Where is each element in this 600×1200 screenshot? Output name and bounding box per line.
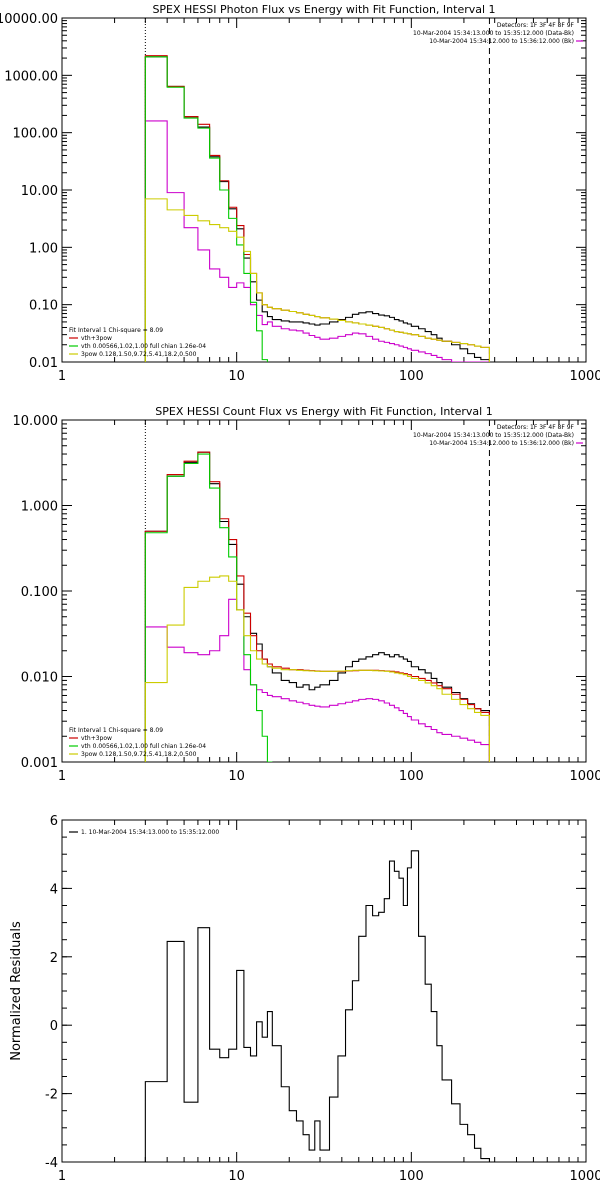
x-tick-label: 1000 [569, 369, 600, 384]
x-tick-label: 100 [399, 1169, 424, 1184]
y-tick-label: 4 [50, 882, 58, 897]
y-tick-label: 6 [50, 814, 58, 829]
legend-label: 1. 10-Mar-2004 15:34:13.000 to 15:35:12.… [81, 829, 219, 836]
plot-frame [61, 419, 587, 763]
info-text: 10-Mar-2004 15:34:13.000 to 15:35:12.000… [413, 432, 574, 439]
y-axis-label: Normalized Residuals [9, 921, 24, 1061]
x-tick-label: 1 [58, 369, 66, 384]
y-tick-label: 10.000 [13, 414, 59, 429]
y-tick-label: 1.000 [21, 500, 58, 515]
plot-frame [61, 17, 587, 363]
series-line-3pow [144, 198, 490, 362]
chart-title: SPEX HESSI Count Flux vs Energy with Fit… [155, 405, 492, 418]
y-tick-label: 0 [50, 1019, 58, 1034]
y-tick-label: -2 [45, 1088, 58, 1103]
legend-label: Fit Interval 1 Chi-square = 8.09 [69, 727, 163, 734]
chart-panel-1: SPEX HESSI Photon Flux vs Energy with Fi… [0, 3, 600, 384]
legend-label: vth+3pow [81, 335, 112, 342]
x-tick-label: 1000 [569, 769, 600, 784]
chart-panel-2: SPEX HESSI Count Flux vs Energy with Fit… [13, 405, 600, 784]
x-tick-label: 1 [58, 769, 66, 784]
legend-label: vth 0.00566,1.02,1.00 full chian 1.26e-0… [81, 743, 206, 750]
chart-panel-3: 1 10 100 1000 -4 -2 0 2 4 6 Normalized Residuals 1.… [9, 814, 600, 1184]
plot-frame [61, 819, 587, 1163]
y-tick-label: 100.00 [13, 127, 59, 142]
series-line-1-10-mar-2004-15-34-13-000-to-15-35-12-000 [144, 850, 490, 1162]
plot-area [144, 55, 490, 362]
info-text: Detectors: 1F 3F 4F 8F 9F [497, 22, 575, 29]
plot-area [144, 850, 490, 1162]
series-line-3pow [144, 575, 490, 762]
series-line-vth [144, 453, 273, 762]
y-tick-label: 1.00 [29, 241, 58, 256]
x-tick-label: 100 [399, 369, 424, 384]
legend-label: vth+3pow [81, 735, 112, 742]
y-tick-label: 0.01 [29, 356, 58, 371]
info-text: 10-Mar-2004 15:34:12.000 to 15:36:12.000… [429, 440, 574, 447]
legend-label: 3pow 0.128,1.50,9.72,5.41,18.2,0.500 [81, 351, 197, 358]
y-tick-label: 2 [50, 951, 58, 966]
y-tick-label: 10000.00 [0, 12, 58, 27]
x-tick-label: 1 [58, 1169, 66, 1184]
info-text: 10-Mar-2004 15:34:12.000 to 15:36:12.000… [429, 38, 574, 45]
chart-title: SPEX HESSI Photon Flux vs Energy with Fi… [152, 3, 495, 16]
x-tick-label: 1000 [569, 1169, 600, 1184]
y-tick-label: 0.010 [21, 671, 58, 686]
legend-label: vth 0.00566,1.02,1.00 full chian 1.26e-0… [81, 343, 206, 350]
series-line-bk [144, 598, 490, 762]
y-tick-label: -4 [45, 1156, 58, 1171]
info-text: 10-Mar-2004 15:34:13.000 to 15:35:12.000… [413, 30, 574, 37]
plot-area [144, 451, 490, 762]
x-tick-label: 100 [399, 769, 424, 784]
series-line-data-bk [144, 451, 490, 762]
y-tick-label: 10.00 [21, 184, 58, 199]
x-tick-label: 10 [228, 1169, 245, 1184]
y-tick-label: 0.100 [21, 585, 58, 600]
x-tick-label: 10 [228, 369, 245, 384]
y-tick-label: 1000.00 [4, 69, 58, 84]
series-line-vth-3pow [144, 451, 490, 762]
series-line-data-bk [144, 56, 490, 362]
info-text: Detectors: 1F 3F 4F 8F 9F [497, 424, 575, 431]
y-tick-label: 0.10 [29, 299, 58, 314]
series-line-bk [144, 120, 490, 362]
x-tick-label: 10 [228, 769, 245, 784]
y-tick-label: 0.001 [21, 756, 58, 771]
legend-label: 3pow 0.128,1.50,9.72,5.41,18.2,0.500 [81, 751, 197, 758]
legend-label: Fit Interval 1 Chi-square = 8.09 [69, 327, 163, 334]
series-line-vth [144, 56, 268, 362]
